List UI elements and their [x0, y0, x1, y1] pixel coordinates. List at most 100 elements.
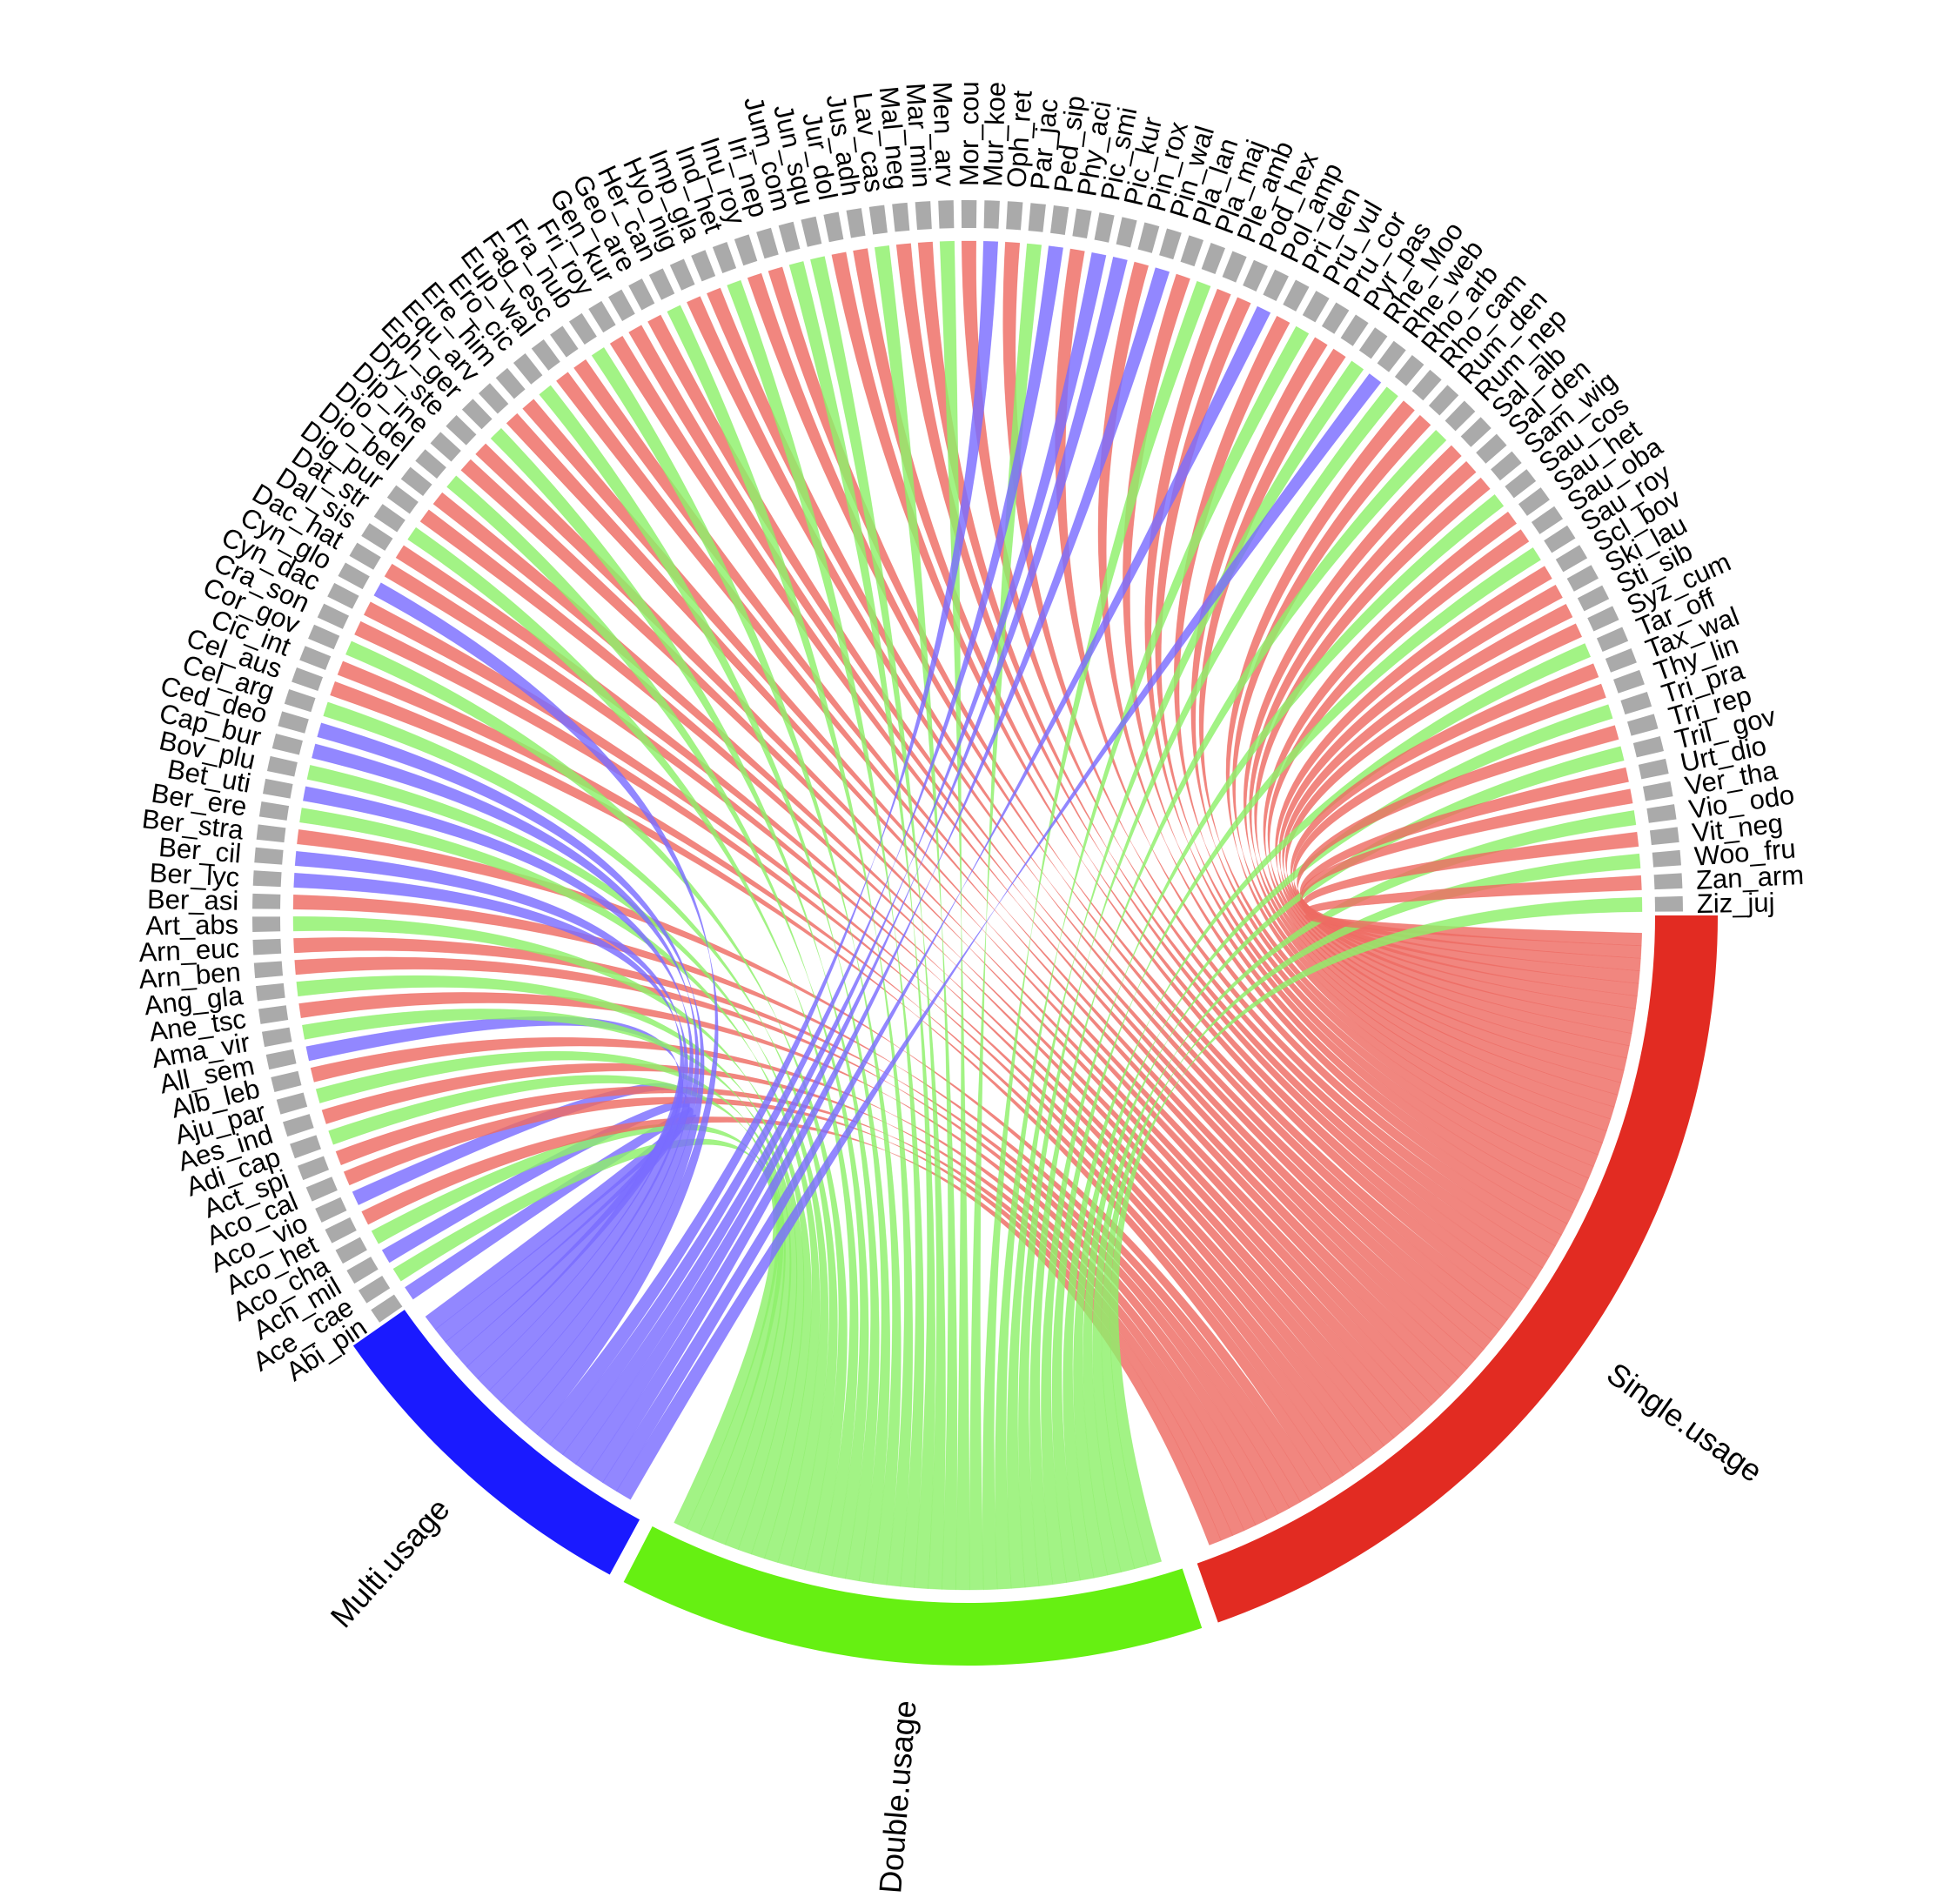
species-arc [1476, 433, 1507, 464]
species-arc [262, 778, 293, 799]
species-label: Ber_cil [158, 832, 242, 869]
ribbon-double-usage [296, 975, 805, 1555]
species-arc [1505, 469, 1537, 499]
species-label: Mar_min [900, 82, 937, 189]
species-arc [430, 432, 461, 462]
ribbon-double-usage [1101, 853, 1641, 1570]
species-arc [253, 961, 284, 979]
species-arc [1050, 204, 1069, 235]
ribbon-single-usage [506, 412, 1432, 1414]
species-arc [252, 938, 282, 955]
species-label: Oph_ret [1001, 90, 1037, 189]
ribbon-multi-usage [536, 240, 999, 1445]
species-arc [868, 204, 888, 235]
species-arc [938, 200, 955, 229]
ribbon-double-usage [1041, 493, 1505, 1586]
species-arc [1596, 627, 1629, 652]
ribbon-multi-usage [317, 722, 705, 1425]
species-arc [252, 870, 282, 888]
species-arc [327, 582, 359, 609]
species-arc [1006, 201, 1023, 231]
species-arc [983, 200, 1000, 229]
ribbon-single-usage [1303, 831, 1642, 959]
species-arc [1653, 873, 1683, 890]
species-arc [1646, 804, 1677, 823]
ribbon-double-usage [591, 346, 902, 1586]
species-arc [1626, 714, 1659, 736]
ribbon-multi-usage [588, 267, 1170, 1484]
ribbon-double-usage [299, 808, 821, 1564]
species-arc [495, 367, 526, 399]
species-arc [1566, 565, 1599, 592]
species-arc [669, 258, 695, 291]
species-arc [1638, 758, 1669, 780]
ribbon-single-usage [297, 828, 1323, 1497]
ribbon-multi-usage [312, 743, 700, 1414]
species-arc [1283, 279, 1310, 312]
species-arc [892, 202, 910, 232]
species-arc [1411, 369, 1442, 401]
species-arc [531, 339, 560, 371]
species-arc [1428, 385, 1459, 416]
ribbon-double-usage [1092, 810, 1637, 1573]
species-arc [265, 1049, 297, 1070]
species-arc [823, 211, 844, 243]
ribbon-double-usage [446, 475, 869, 1579]
ribbon-double-usage [345, 640, 848, 1574]
species-arc [1377, 340, 1406, 372]
ribbon-double-usage [788, 261, 936, 1589]
species-arc [513, 353, 543, 385]
ribbon-double-usage [1109, 896, 1643, 1566]
group-label: Double.usage [872, 1700, 922, 1895]
species-arc [315, 1197, 347, 1223]
ribbon-multi-usage [293, 872, 685, 1380]
ribbon-double-usage [1029, 429, 1447, 1586]
species-arc [338, 562, 370, 590]
species-arc [1321, 302, 1350, 334]
species-arc [446, 415, 477, 446]
ribbon-single-usage [1301, 788, 1641, 972]
ribbon-layer [292, 240, 1643, 1591]
ribbon-double-usage [306, 764, 829, 1567]
species-arc [271, 734, 303, 755]
group-arc-multi-usage [352, 1310, 640, 1575]
ribbon-multi-usage [294, 850, 688, 1391]
species-arc [283, 1114, 314, 1137]
species-arc [1222, 251, 1247, 283]
species-arc [1613, 669, 1645, 694]
ribbon-double-usage [539, 385, 890, 1584]
ribbon-single-usage [853, 248, 1530, 1300]
species-arc [256, 824, 286, 843]
species-arc [801, 216, 822, 247]
species-label: Mur_koe [977, 81, 1011, 187]
species-arc [305, 1177, 338, 1202]
species-arc [1116, 217, 1137, 248]
species-arc [278, 711, 309, 734]
ribbon-double-usage [1051, 546, 1541, 1583]
species-arc [1201, 243, 1226, 275]
species-arc [335, 1237, 367, 1264]
ribbon-double-usage [1018, 386, 1398, 1588]
species-arc [691, 250, 716, 282]
ribbon-single-usage [556, 372, 1451, 1397]
species-arc [1531, 506, 1564, 534]
species-arc [915, 201, 932, 231]
species-arc [1094, 212, 1115, 243]
species-arc [317, 603, 350, 629]
species-arc [271, 1070, 302, 1092]
species-arc [290, 1135, 321, 1159]
group-label: Single.usage [1600, 1356, 1769, 1490]
ribbon-double-usage [969, 243, 1042, 1591]
species-arc [284, 689, 316, 713]
ribbon-single-usage [354, 620, 1355, 1476]
ribbon-multi-usage [575, 256, 1128, 1474]
species-arc [1491, 451, 1522, 481]
ribbon-single-usage [1278, 584, 1630, 1059]
ribbon-single-usage [321, 1063, 1257, 1532]
species-arc [258, 1005, 289, 1024]
species-arc [358, 1276, 391, 1304]
ribbon-multi-usage [549, 245, 1063, 1456]
species-arc [371, 1294, 403, 1323]
species-arc [461, 399, 493, 430]
